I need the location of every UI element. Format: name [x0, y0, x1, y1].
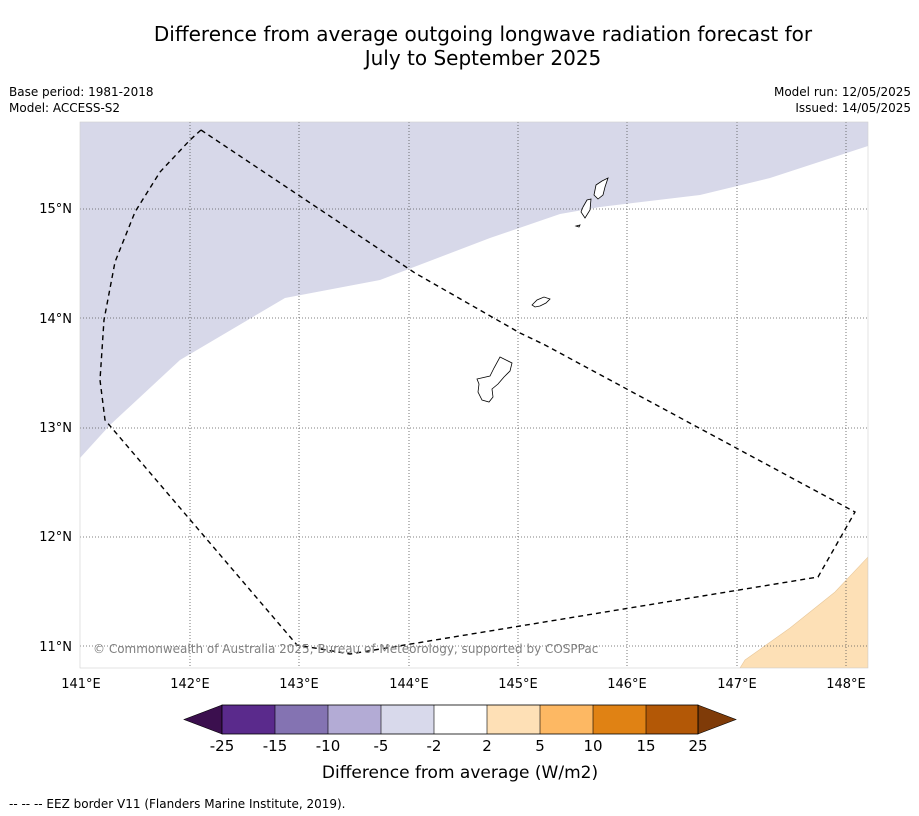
colorbar-swatch	[540, 705, 593, 734]
lon-label: 143°E	[279, 677, 319, 692]
map-title: Difference from average outgoing longwav…	[0, 22, 919, 70]
island-saipan	[593, 177, 609, 200]
latitude-labels: 15°N 14°N 13°N 12°N 11°N	[39, 202, 72, 655]
colorbar-tick-label: -10	[316, 737, 341, 755]
lat-label: 14°N	[39, 312, 72, 327]
title-line-2: July to September 2025	[364, 46, 602, 70]
island-tinian	[580, 198, 592, 219]
title-line-1: Difference from average outgoing longwav…	[153, 22, 813, 46]
lon-label: 141°E	[61, 677, 101, 692]
colorbar-tick-label: 5	[535, 737, 545, 755]
copyright-notice: © Commonwealth of Australia 2025, Bureau…	[93, 642, 598, 656]
lon-label: 145°E	[498, 677, 538, 692]
lon-label: 144°E	[389, 677, 429, 692]
colorbar-tick-label: 10	[583, 737, 602, 755]
model-name: Model: ACCESS-S2	[9, 101, 121, 115]
lon-label: 148°E	[826, 677, 866, 692]
colorbar-tick-label: 15	[636, 737, 655, 755]
map-area: © Commonwealth of Australia 2025, Bureau…	[80, 122, 868, 668]
colorbar-swatch	[646, 705, 698, 734]
colorbar-swatch	[328, 705, 381, 734]
issued-date: Issued: 14/05/2025	[795, 101, 911, 115]
colorbar-frame	[221, 704, 699, 735]
base-period: Base period: 1981-2018	[9, 85, 154, 99]
colorbar-tick-label: -5	[374, 737, 389, 755]
lat-label: 13°N	[39, 421, 72, 436]
colorbar-tick-label: -15	[263, 737, 288, 755]
colorbar-tick-label: 25	[688, 737, 707, 755]
meta-right: Model run: 12/05/2025 Issued: 14/05/2025	[774, 84, 911, 116]
eez-border	[99, 129, 856, 655]
islands	[476, 177, 609, 403]
lon-label: 147°E	[717, 677, 757, 692]
colorbar-arrow-right	[697, 704, 737, 735]
lat-label: 15°N	[39, 202, 72, 217]
map-frame	[79, 121, 869, 669]
colorbar-swatch	[487, 705, 540, 734]
lat-label: 12°N	[39, 530, 72, 545]
colorbar-swatch	[222, 705, 275, 734]
negative-anomaly-region	[80, 122, 868, 458]
model-run: Model run: 12/05/2025	[773, 85, 911, 99]
colorbar-title: Difference from average (W/m2)	[322, 763, 598, 783]
lon-label: 146°E	[607, 677, 647, 692]
positive-anomaly-region	[739, 556, 868, 668]
colorbar-swatch	[275, 705, 328, 734]
island-guam	[476, 356, 513, 403]
lon-label: 142°E	[170, 677, 210, 692]
island-rota	[531, 296, 551, 308]
meta-left: Base period: 1981-2018 Model: ACCESS-S2	[9, 84, 154, 116]
colorbar-tick-label: 2	[482, 737, 492, 755]
longitude-labels: 141°E 142°E 143°E 144°E 145°E 146°E 147°…	[61, 677, 866, 692]
eez-legend-footnote: -- -- -- EEZ border V11 (Flanders Marine…	[9, 797, 346, 811]
colorbar-swatch	[434, 705, 487, 734]
colorbar-swatch	[381, 705, 434, 734]
lat-label: 11°N	[39, 640, 72, 655]
colorbar-swatch	[593, 705, 646, 734]
grid-lines	[80, 122, 868, 668]
colorbar-tick-label: -25	[210, 737, 235, 755]
colorbar: -25 -15 -10 -5 -2 2 5 10 15 25 Differenc…	[183, 704, 737, 783]
colorbar-arrow-left	[183, 704, 223, 735]
colorbar-dividers	[274, 705, 647, 734]
colorbar-tick-label: -2	[427, 737, 442, 755]
island-aguijan	[574, 224, 581, 228]
